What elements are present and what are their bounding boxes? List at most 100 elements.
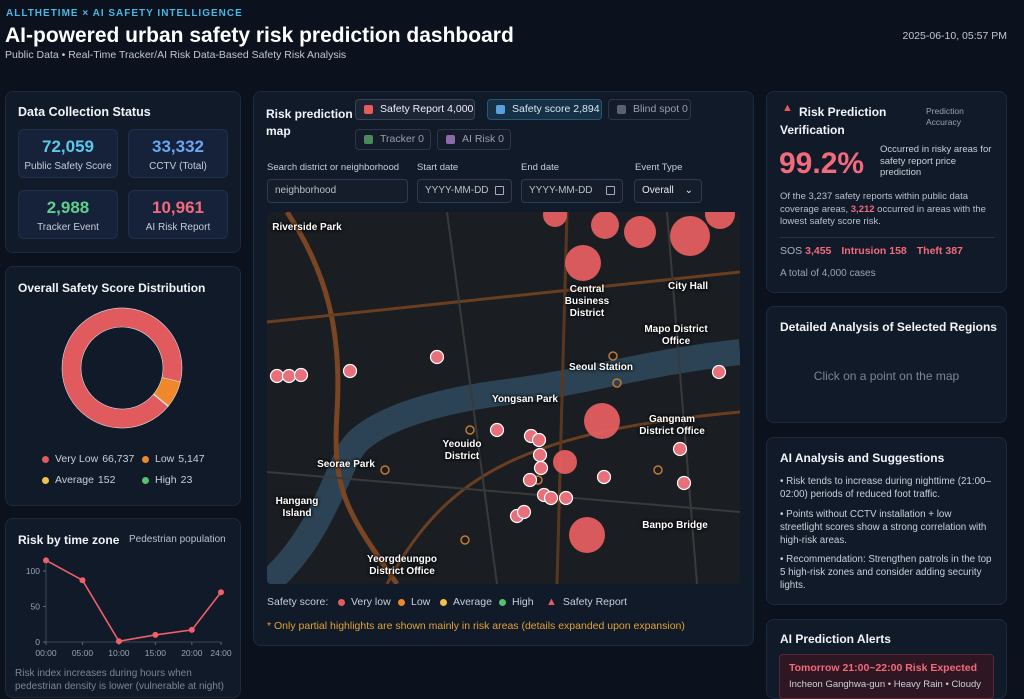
road [267,270,740,324]
report-marker[interactable] [293,367,309,383]
report-marker[interactable] [543,490,559,506]
stat-label: AI Risk Report [145,222,211,233]
score-point [653,465,663,475]
count-label: Intrusion [841,245,887,257]
bullet-text: Risk tends to increase during nighttime … [780,476,991,500]
filter-chip[interactable]: AI Risk 0 [437,129,511,150]
stat-value: 10,961 [152,198,204,217]
risk-hotspot [624,216,656,248]
panel-title: AI Analysis and Suggestions [780,451,945,465]
placeholder: YYYY-MM-DD [529,185,593,196]
place-label: Seorae Park [317,459,375,470]
map[interactable]: Riverside Park Central Business District C… [267,212,740,584]
legend-label: Low [155,453,175,465]
alarm-icon: ▲ [782,102,793,114]
total: A total of 4,000 cases [780,268,876,279]
panel-title: Risk prediction map [266,107,353,138]
analysis-panel [766,437,1007,605]
accuracy-label: Prediction Accuracy [926,106,964,127]
legend-item: Very Low 66,737 [42,453,134,465]
count: Theft 387 [917,245,963,257]
report-marker[interactable] [281,368,297,384]
divider [780,237,995,238]
distribution-panel [5,266,241,506]
filter-chip[interactable]: Tracker 0 [355,129,431,150]
score-point [612,378,622,388]
detail-placeholder: Click on a point on the map [813,369,960,383]
legend-value: 5,147 [178,453,205,465]
summary-highlight: 3,212 [850,203,875,215]
score-point [465,425,475,435]
filter-chip[interactable]: Safety Report 4,000 [355,99,475,120]
placeholder: Overall [642,185,674,196]
panel-title: Detailed Analysis of Selected Regions [780,320,997,334]
search-input[interactable]: neighborhood [267,179,408,203]
report-marker[interactable] [269,368,285,384]
chip-label: AI Risk 0 [462,133,505,145]
report-marker[interactable] [533,460,549,476]
count-value: 387 [945,245,963,257]
legend-dot [142,476,149,484]
filter-label: Event Type [635,162,683,173]
legend-dot [42,455,49,463]
report-marker[interactable] [672,441,688,457]
bullet: • Points without CCTV installation + low… [780,509,987,546]
report-marker[interactable] [429,349,445,365]
series-legend[interactable]: Pedestrian population [129,534,226,545]
event-select[interactable]: Overall ⌄ [634,179,702,203]
filter-label: End date [521,162,560,173]
bullet: • Recommendation: Strengthen patrols in … [780,554,992,591]
brand: ALLTHETIME × AI SAFETY INTELLIGENCE [6,8,243,19]
stat-value: 72,059 [42,137,94,156]
caret: ⌄ [684,185,693,196]
date-input[interactable]: YYYY-MM-DD [417,179,512,203]
report-marker[interactable] [711,364,727,380]
legend-value: 23 [180,474,193,486]
filter-chip[interactable]: Blind spot 0 [608,99,691,120]
report-marker[interactable] [676,475,692,491]
place-label: Yeouido District [442,439,482,462]
report-marker[interactable] [342,363,358,379]
stat-card: 72,059 Public Safety Score [18,129,118,178]
report-marker[interactable] [516,504,532,520]
legend-label: Average [55,474,94,486]
map-note: * Only partial highlights are shown main… [267,620,685,632]
score-point [380,465,390,475]
legend-label: Very low [351,596,391,608]
report-marker[interactable] [531,432,547,448]
place-label: Riverside Park [272,222,342,233]
road [284,212,400,584]
report-marker[interactable] [489,422,505,438]
legend-dot [398,598,405,606]
chart-caption: Risk index increases during hours when p… [15,668,224,692]
placeholder: YYYY-MM-DD [425,185,489,196]
panel-title: Data Collection Status [18,105,151,119]
place-label: Mapo District Office [644,324,708,347]
report-marker[interactable] [532,447,548,463]
legend-item: ▲ Safety Report [546,596,627,608]
risk-hotspot [565,245,601,281]
date-input[interactable]: YYYY-MM-DD [521,179,623,203]
legend-item: Average [440,596,492,608]
report-marker[interactable] [558,490,574,506]
report-marker[interactable] [596,469,612,485]
accuracy-desc: Occurred in risky areas for safety repor… [880,144,992,178]
legend-dot [142,455,149,463]
risk-hotspot [705,212,735,229]
count: SOS 3,455 [780,245,831,257]
filter-label: Search district or neighborhood [267,162,400,173]
legend-item: Very low [338,596,391,608]
alert-card[interactable]: Tomorrow 21:00~22:00 Risk Expected Inche… [779,654,994,699]
chip-label: Safety score 2,894 [512,103,600,115]
place-label: Seoul Station [569,362,633,373]
filter-label: Start date [417,162,459,173]
summary: Of the 3,237 safety reports within publi… [780,191,1002,229]
count-value: 158 [889,245,907,257]
count-value: 3,455 [805,245,832,257]
report-marker[interactable] [522,472,538,488]
legend-item: Low 5,147 [142,453,205,465]
filter-chip[interactable]: Safety score 2,894 [487,99,602,120]
stat-label: Tracker Event [37,222,99,233]
calendar-icon [606,186,615,195]
panel-title: Risk by time zone [18,533,120,547]
